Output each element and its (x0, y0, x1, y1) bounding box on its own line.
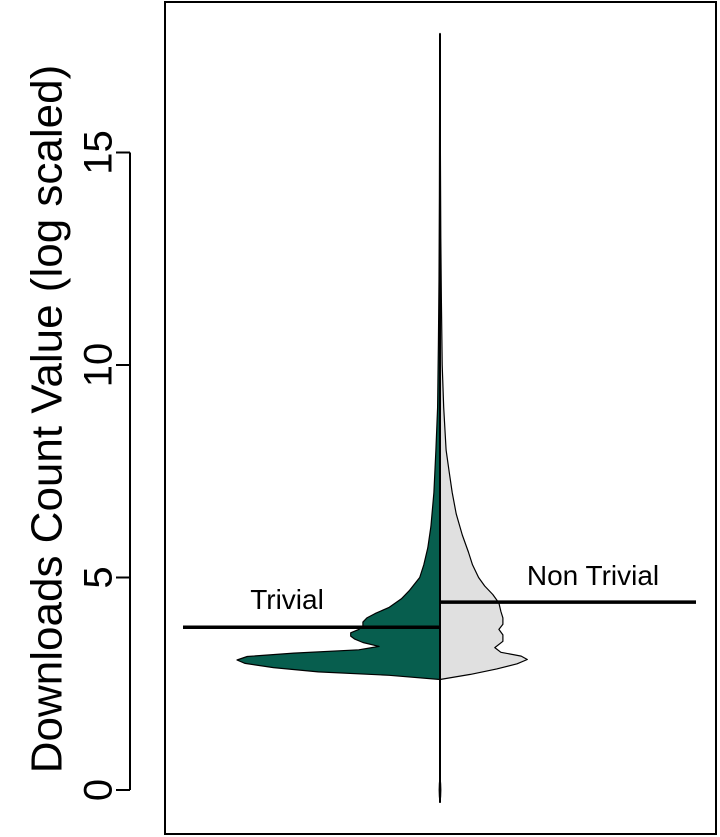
y-tick-label: 0 (77, 779, 121, 801)
y-tick-label: 5 (77, 566, 121, 588)
violin-half-left (236, 32, 441, 681)
violins (183, 32, 696, 803)
y-tick-label: 10 (77, 343, 121, 388)
annotation-non-trivial: Non Trivial (527, 560, 659, 591)
y-axis-label: Downloads Count Value (log scaled) (23, 65, 72, 773)
y-axis: 0 5 10 15 (77, 130, 131, 801)
plot-frame (164, 1, 717, 835)
y-tick-label: 15 (77, 130, 121, 175)
annotation-trivial: Trivial (250, 584, 324, 615)
violin-half-right (439, 32, 528, 681)
